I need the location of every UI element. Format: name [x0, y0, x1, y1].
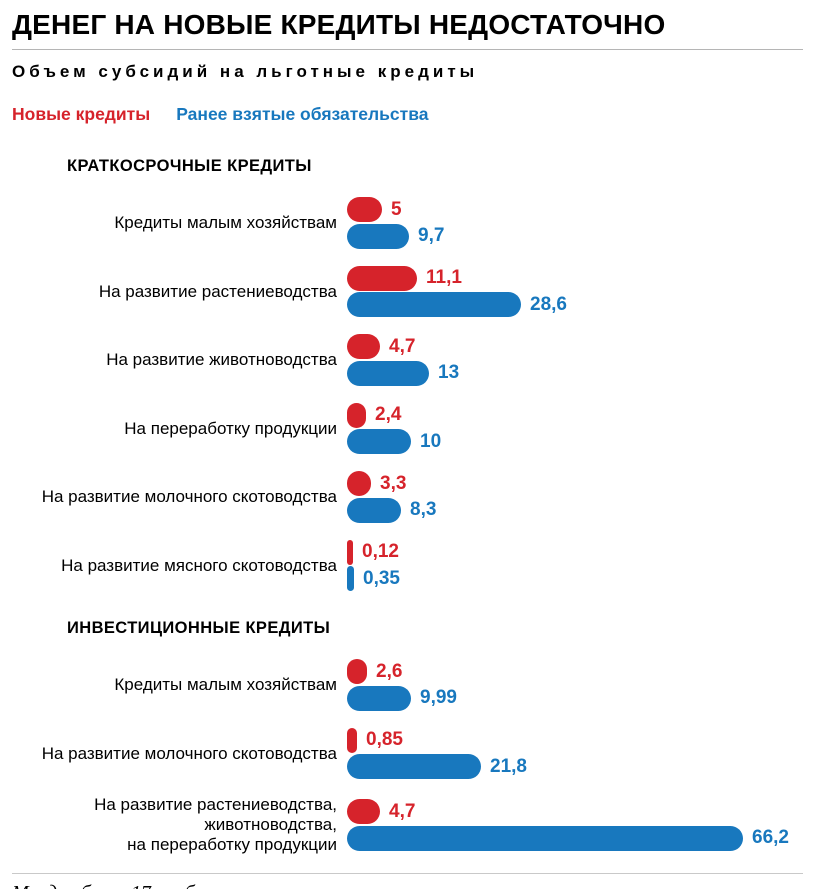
bar-group: 2,6 9,99 — [347, 658, 803, 713]
bar-group: 5 9,7 — [347, 196, 803, 251]
bar-prior-obligations — [347, 566, 354, 592]
bar-prior-obligations — [347, 754, 481, 780]
chart-row: Кредиты малым хозяйствам 2,6 9,99 — [12, 658, 803, 713]
category-label: Кредиты малым хозяйствам — [114, 675, 337, 695]
bar-line-prior-obligations: 13 — [347, 360, 803, 386]
chart-row: На развитие молочного скотоводства 3,3 8,3 — [12, 470, 803, 525]
value-prior-obligations: 28,6 — [530, 293, 567, 315]
bar-prior-obligations — [347, 360, 429, 386]
bar-prior-obligations — [347, 825, 743, 851]
category-label: На развитие молочного скотоводства — [41, 487, 337, 507]
footer: Млрд руб., на 17 ноября ИСТОЧНИК: МИНСЕЛ… — [12, 872, 803, 889]
bar-group: 0,12 0,35 — [347, 538, 803, 593]
legend-prior-obligations: Ранее взятые обязательства — [176, 103, 429, 124]
bar-prior-obligations — [347, 429, 411, 455]
section-title: КРАТКОСРОЧНЫЕ КРЕДИТЫ — [67, 156, 312, 175]
chart-row: На переработку продукции 2,4 10 — [12, 401, 803, 456]
bar-line-new-credits: 11,1 — [347, 265, 803, 291]
chart-row: На развитие растениеводства, животноводс… — [12, 795, 803, 855]
page-title: ДЕНЕГ НА НОВЫЕ КРЕДИТЫ НЕДОСТАТОЧНО — [12, 9, 666, 40]
value-prior-obligations: 10 — [420, 430, 442, 452]
chart-row: На развитие молочного скотоводства 0,85 21… — [12, 726, 803, 781]
bar-line-new-credits: 4,7 — [347, 334, 803, 360]
value-new-credits: 0,85 — [366, 729, 403, 751]
bar-line-prior-obligations: 9,99 — [347, 685, 803, 711]
category-label: На переработку продукции — [124, 418, 337, 438]
value-prior-obligations: 9,7 — [418, 225, 445, 247]
bar-line-new-credits: 0,85 — [347, 727, 803, 753]
section-title: ИНВЕСТИЦИОННЫЕ КРЕДИТЫ — [67, 618, 331, 637]
value-prior-obligations: 8,3 — [410, 499, 437, 521]
bar-line-new-credits: 5 — [347, 197, 803, 223]
value-prior-obligations: 13 — [438, 362, 460, 384]
category-label: На развитие растениеводства, животноводс… — [94, 794, 337, 854]
bar-line-new-credits: 4,7 — [347, 799, 803, 825]
category-label: На развитие животноводства — [106, 350, 337, 370]
bar-prior-obligations — [347, 223, 409, 249]
bar-prior-obligations — [347, 497, 401, 523]
legend: Новые кредиты Ранее взятые обязательства — [12, 104, 803, 125]
bar-new-credits — [347, 539, 353, 565]
chart-subtitle: Объем субсидий на льготные кредиты — [12, 61, 479, 81]
bar-new-credits — [347, 471, 371, 497]
value-new-credits: 2,4 — [375, 404, 402, 426]
bar-group: 4,7 13 — [347, 333, 803, 388]
bar-line-prior-obligations: 10 — [347, 429, 803, 455]
bar-line-prior-obligations: 0,35 — [347, 566, 803, 592]
bar-line-prior-obligations: 21,8 — [347, 754, 803, 780]
value-prior-obligations: 0,35 — [363, 567, 400, 589]
value-new-credits: 4,7 — [389, 335, 416, 357]
bar-group: 0,85 21,8 — [347, 726, 803, 781]
legend-new-credits: Новые кредиты — [12, 103, 151, 124]
bar-group: 4,7 66,2 — [347, 798, 803, 853]
category-label: На развитие мясного скотоводства — [61, 555, 337, 575]
bar-line-prior-obligations: 66,2 — [347, 825, 803, 851]
bar-new-credits — [347, 727, 357, 753]
bar-group: 11,1 28,6 — [347, 264, 803, 319]
bar-new-credits — [347, 402, 366, 428]
bar-line-new-credits: 2,4 — [347, 402, 803, 428]
units-note: Млрд руб., на 17 ноября — [12, 882, 214, 889]
value-new-credits: 0,12 — [362, 541, 399, 563]
value-new-credits: 2,6 — [376, 660, 403, 682]
value-new-credits: 11,1 — [426, 267, 462, 289]
value-prior-obligations: 9,99 — [420, 687, 457, 709]
bar-new-credits — [347, 265, 417, 291]
bar-new-credits — [347, 799, 380, 825]
category-label: На развитие молочного скотоводства — [41, 743, 337, 763]
bar-line-prior-obligations: 8,3 — [347, 497, 803, 523]
value-new-credits: 4,7 — [389, 800, 416, 822]
title-divider — [12, 48, 803, 50]
chart-row: На развитие растениеводства 11,1 28,6 — [12, 264, 803, 319]
bar-line-new-credits: 0,12 — [347, 539, 803, 565]
bar-new-credits — [347, 334, 380, 360]
bar-prior-obligations — [347, 685, 411, 711]
bar-prior-obligations — [347, 292, 521, 318]
category-label: На развитие растениеводства — [98, 281, 337, 301]
chart-row: На развитие животноводства 4,7 13 — [12, 333, 803, 388]
bar-new-credits — [347, 197, 382, 223]
value-prior-obligations: 21,8 — [490, 755, 527, 777]
bar-group: 3,3 8,3 — [347, 470, 803, 525]
bar-line-new-credits: 3,3 — [347, 471, 803, 497]
bar-new-credits — [347, 659, 367, 685]
chart: КРАТКОСРОЧНЫЕ КРЕДИТЫ Кредиты малым хозяй… — [12, 153, 803, 869]
bar-line-prior-obligations: 28,6 — [347, 292, 803, 318]
bar-line-new-credits: 2,6 — [347, 659, 803, 685]
category-label: Кредиты малым хозяйствам — [114, 213, 337, 233]
value-new-credits: 5 — [391, 198, 402, 220]
value-prior-obligations: 66,2 — [752, 827, 789, 849]
bar-group: 2,4 10 — [347, 401, 803, 456]
bar-line-prior-obligations: 9,7 — [347, 223, 803, 249]
chart-row: Кредиты малым хозяйствам 5 9,7 — [12, 196, 803, 251]
chart-row: На развитие мясного скотоводства 0,12 0,35 — [12, 538, 803, 593]
value-new-credits: 3,3 — [380, 472, 407, 494]
